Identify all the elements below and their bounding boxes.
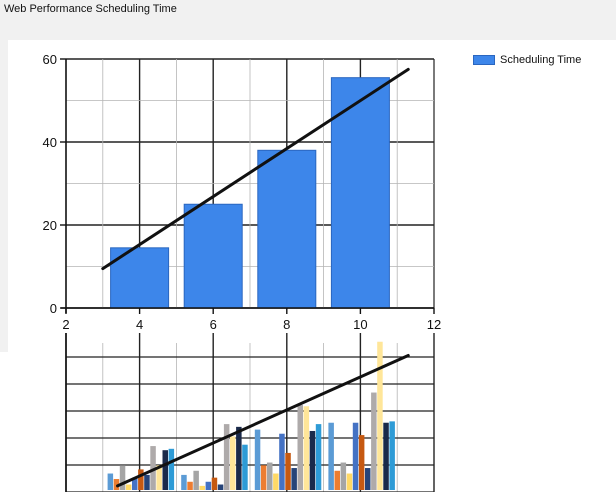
x-tick-label: 6: [210, 317, 217, 332]
y-tick-label: 60: [43, 52, 57, 67]
lower-bar: [371, 392, 377, 490]
lower-bar: [267, 462, 273, 490]
bar: [183, 203, 243, 309]
y-tick-label: 20: [43, 218, 57, 233]
lower-bar: [205, 481, 212, 490]
lower-bar: [223, 424, 230, 490]
lower-bar: [119, 465, 126, 490]
lower-bar: [315, 424, 322, 490]
x-tick-label: 12: [427, 317, 441, 332]
lower-bar: [273, 473, 279, 490]
x-tick-label: 8: [283, 317, 290, 332]
lower-bar: [328, 422, 334, 490]
lower-bar: [340, 462, 347, 490]
lower-bar: [125, 484, 132, 490]
lower-bar: [297, 404, 303, 490]
lower-bar: [193, 470, 199, 490]
lower-bar: [150, 446, 156, 490]
lower-bar: [242, 444, 248, 490]
title-band: Web Performance Scheduling Time: [0, 0, 616, 40]
lower-bar: [236, 426, 242, 490]
lower-bar: [230, 436, 236, 490]
lower-trendline: [116, 353, 410, 488]
lower-bar: [389, 421, 395, 490]
x-tick-label: 4: [136, 317, 143, 332]
x-tick-label: 10: [353, 317, 367, 332]
lower-bar: [254, 429, 261, 490]
chart-title: Web Performance Scheduling Time: [4, 3, 177, 15]
lower-bar: [217, 484, 224, 490]
lower-bar: [260, 465, 267, 490]
lower-bar: [291, 468, 297, 490]
lower-bar: [168, 448, 175, 490]
legend-label: Scheduling Time: [500, 54, 582, 66]
lower-bar: [285, 452, 291, 490]
lower-bar: [187, 481, 193, 490]
lower-bar: [352, 422, 359, 490]
lower-bar: [107, 473, 114, 490]
left-panel: [0, 40, 8, 352]
x-tick-label: 2: [62, 317, 69, 332]
lower-bar: [346, 473, 353, 490]
lower-bar: [334, 470, 340, 490]
lower-bar: [309, 430, 316, 490]
lower-bar: [377, 341, 383, 490]
bar: [257, 149, 317, 309]
lower-bar: [156, 465, 162, 490]
lower-bar: [181, 474, 187, 490]
lower-bar: [365, 468, 371, 490]
lower-bar: [113, 479, 120, 490]
lower-bar: [132, 477, 138, 490]
lower-bar: [162, 450, 168, 490]
legend-swatch: [473, 55, 495, 65]
lower-bar: [279, 433, 285, 490]
lower-bar: [383, 422, 389, 490]
trendline: [101, 67, 410, 271]
lower-bar: [211, 477, 218, 490]
lower-bar: [138, 469, 144, 490]
y-tick-label: 40: [43, 135, 57, 150]
y-tick-label: 0: [50, 301, 57, 316]
lower-bar: [358, 435, 365, 490]
lower-bar: [303, 406, 310, 490]
lower-bar: [144, 474, 150, 490]
lower-bar: [199, 485, 205, 490]
